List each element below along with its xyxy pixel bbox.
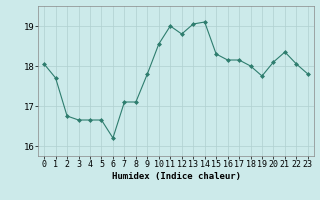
X-axis label: Humidex (Indice chaleur): Humidex (Indice chaleur) — [111, 172, 241, 181]
